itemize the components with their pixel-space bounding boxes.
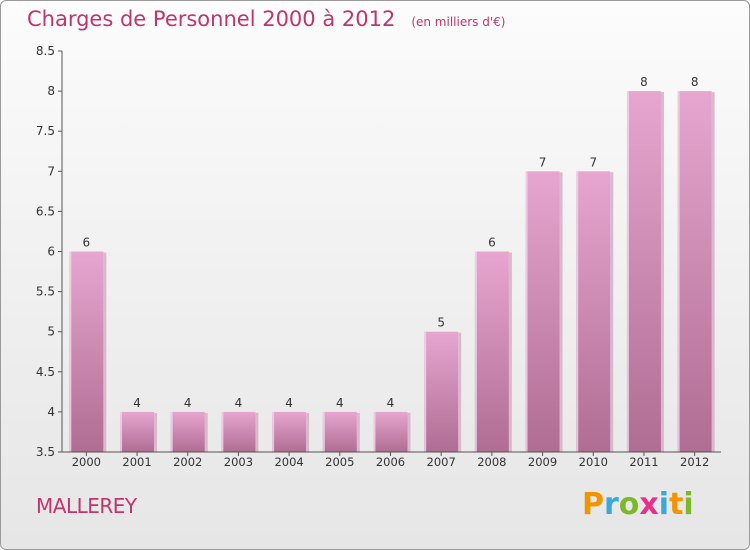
- bar-highlight: [120, 411, 123, 452]
- bar-highlight: [170, 411, 173, 452]
- x-tick-label: 2002: [173, 455, 202, 469]
- y-tick-label: 8.5: [36, 44, 55, 58]
- y-tick-label: 5: [47, 325, 55, 339]
- bar-shadow: [103, 252, 107, 452]
- bar-shadow: [255, 412, 259, 452]
- data-label: 4: [285, 396, 293, 410]
- bar-shadow: [458, 332, 462, 452]
- y-tick-label: 4.5: [36, 365, 55, 379]
- x-tick-label: 2010: [579, 455, 608, 469]
- logo-letter: P: [582, 487, 604, 522]
- bar-shadow: [508, 252, 512, 452]
- y-tick-label: 3.5: [36, 445, 55, 459]
- y-tick-label: 4: [47, 405, 55, 419]
- bar: [576, 171, 611, 453]
- y-tick-label: 5.5: [36, 285, 55, 299]
- x-tick-label: 2001: [122, 455, 151, 469]
- logo-letter: i: [683, 487, 694, 522]
- data-label: 7: [589, 155, 597, 169]
- bar-highlight: [424, 331, 427, 452]
- bar: [170, 411, 205, 452]
- commune-name: MALLEREY: [36, 494, 137, 518]
- bar-shadow: [559, 172, 563, 453]
- x-tick-label: 2004: [274, 455, 303, 469]
- bar: [424, 331, 459, 452]
- bar-highlight: [626, 91, 629, 452]
- bar: [120, 411, 155, 452]
- chart-title: Charges de Personnel 2000 à 2012 (en mill…: [27, 7, 505, 31]
- x-tick-label: 2007: [427, 455, 456, 469]
- x-axis: 2000 2001 2002 2003 2004 2005 2006 2007 2008 2009…: [62, 451, 721, 469]
- bar-shadow: [711, 92, 715, 452]
- bar: [373, 411, 408, 452]
- bar-highlight: [474, 251, 477, 452]
- data-label: 6: [488, 236, 496, 250]
- bar-highlight: [677, 91, 680, 452]
- proxiti-logo[interactable]: Proxiti: [582, 487, 694, 522]
- bar-shadow: [356, 412, 360, 452]
- bar-shadow: [407, 412, 411, 452]
- bar-shadow: [204, 412, 208, 452]
- x-tick-label: 2003: [224, 455, 253, 469]
- y-tick-label: 6.5: [36, 204, 55, 218]
- y-tick-label: 7: [47, 164, 55, 178]
- data-label: 4: [336, 396, 344, 410]
- bar-highlight: [373, 411, 376, 452]
- y-tick-label: 8: [47, 84, 55, 98]
- bar: [525, 171, 560, 453]
- data-label: 4: [235, 396, 243, 410]
- data-label: 7: [539, 155, 547, 169]
- logo-letter: t: [669, 487, 684, 522]
- bar: [626, 91, 661, 452]
- data-label: 4: [133, 396, 141, 410]
- bar: [474, 251, 509, 452]
- bar-highlight: [69, 251, 72, 452]
- data-label: 4: [387, 396, 395, 410]
- data-label: 8: [691, 75, 699, 89]
- data-label: 8: [640, 75, 648, 89]
- logo-letter: o: [618, 487, 640, 522]
- x-tick-label: 2012: [680, 455, 709, 469]
- bar-highlight: [576, 171, 579, 453]
- bar-highlight: [221, 411, 224, 452]
- x-tick-label: 2008: [477, 455, 506, 469]
- x-tick-label: 2009: [528, 455, 557, 469]
- bar-shadow: [660, 92, 664, 452]
- logo-letter: x: [639, 487, 659, 522]
- data-label: 6: [83, 236, 91, 250]
- y-tick-label: 7.5: [36, 124, 55, 138]
- logo-letter: r: [604, 487, 619, 522]
- bar-highlight: [272, 411, 275, 452]
- x-tick-label: 2005: [325, 455, 354, 469]
- bar-shadow: [610, 172, 614, 453]
- bar: [677, 91, 712, 452]
- bars: 6 4 4 4 4 4 4 5 6 7 7 8 8: [69, 75, 715, 453]
- unit-text: (en milliers d'€): [411, 15, 506, 29]
- logo-letter: i: [658, 487, 670, 522]
- y-tick-label: 6: [47, 245, 55, 259]
- data-label: 5: [437, 316, 445, 330]
- title-text: Charges de Personnel 2000 à 2012: [27, 7, 396, 31]
- bar: [221, 411, 256, 452]
- data-label: 4: [184, 396, 192, 410]
- bar-shadow: [154, 412, 158, 452]
- bar: [272, 411, 307, 452]
- x-tick-label: 2000: [72, 455, 101, 469]
- bar: [322, 411, 357, 452]
- x-tick-label: 2006: [376, 455, 405, 469]
- bar-highlight: [322, 411, 325, 452]
- bar-highlight: [525, 171, 528, 453]
- y-axis: 3.5 4 4.5 5 5.5 6 6.5 7 7.5 8 8.5: [36, 44, 63, 459]
- bar: [69, 251, 104, 452]
- bar-shadow: [306, 412, 310, 452]
- x-tick-label: 2011: [629, 455, 658, 469]
